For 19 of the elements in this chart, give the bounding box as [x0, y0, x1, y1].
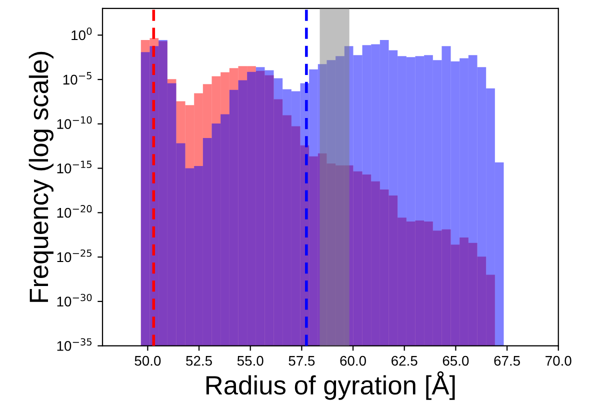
y-tick-label: 10$^{−15}$	[57, 160, 92, 174]
y-tick-label: 10$^{−20}$	[57, 205, 92, 218]
x-tick-label: 55.0	[237, 356, 264, 366]
y-tick-label: 10$^{−10}$	[57, 116, 92, 129]
x-tick-label: 65.0	[442, 356, 469, 366]
y-tick-label: 10$^{0}$	[72, 28, 92, 40]
y-tick-label: 10$^{−30}$	[57, 294, 92, 306]
x-tick-label: 67.5	[494, 356, 520, 366]
x-axis-title: Radius of gyration [Å]	[206, 371, 455, 400]
x-tick-label: 50.0	[134, 356, 161, 366]
y-tick-label: 10$^{−5}$	[63, 72, 92, 85]
y-tick-label: 10$^{−35}$	[57, 338, 92, 351]
y-axis-title: Frequency (log scale)	[28, 52, 54, 302]
x-tick-label: 52.5	[186, 356, 212, 366]
x-tick-label: 57.5	[288, 356, 315, 366]
x-tick-label: 60.0	[340, 356, 366, 366]
x-tick-label: 62.5	[392, 356, 418, 366]
y-tick-label: 10$^{−25}$	[57, 249, 92, 262]
x-tick-label: 70.0	[546, 356, 572, 366]
